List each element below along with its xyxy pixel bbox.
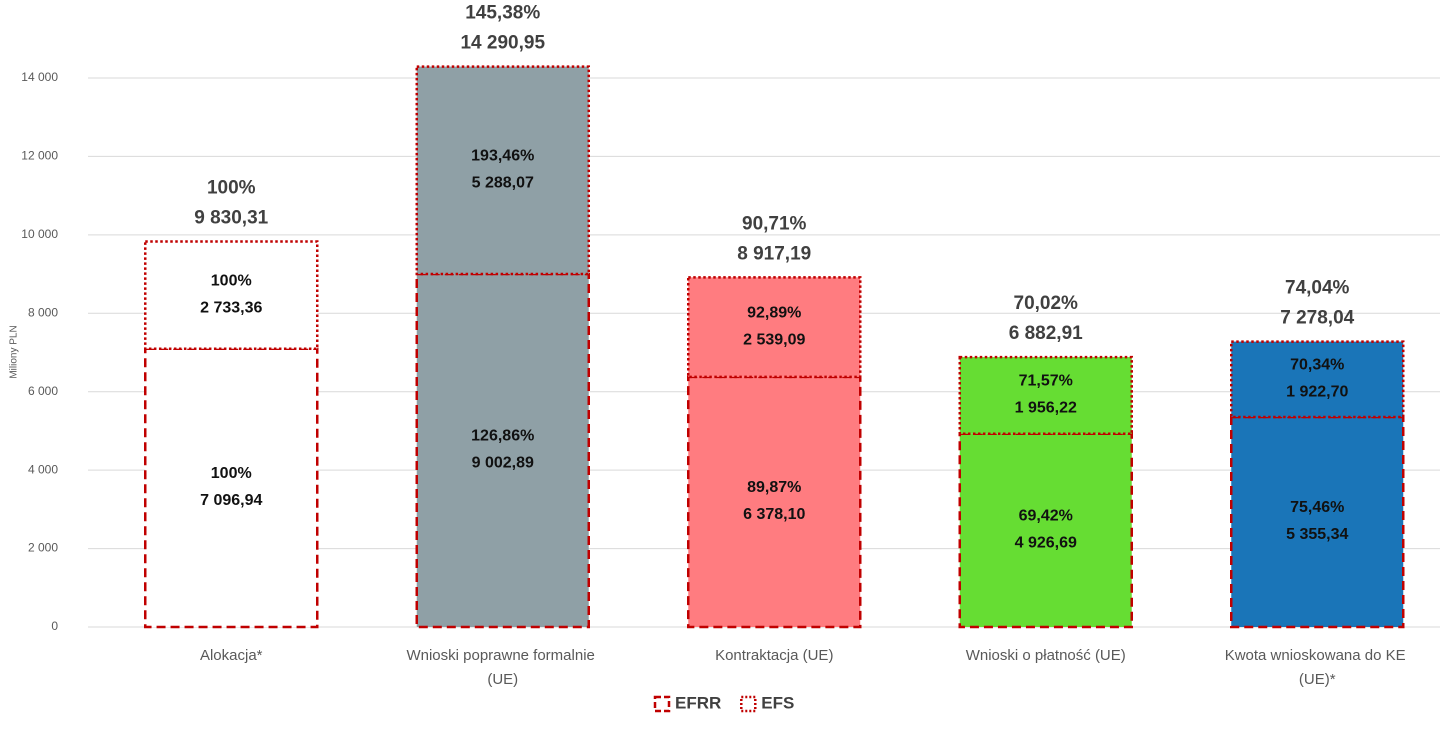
legend-swatch <box>740 695 757 713</box>
bar-segment <box>687 375 862 629</box>
segment-percent-label: 100% <box>211 465 252 482</box>
segment-value-label: 4 926,69 <box>1015 535 1077 552</box>
segment-percent-label: 92,89% <box>747 304 801 321</box>
segment-percent-label: 100% <box>211 272 252 289</box>
bar-segment <box>144 347 319 629</box>
segment-value-label: 6 378,10 <box>743 506 805 523</box>
total-percent-label: 100% <box>207 178 256 199</box>
y-tick-label: 0 <box>51 619 58 633</box>
bar-segment <box>415 65 590 276</box>
segment-value-label: 7 096,94 <box>200 492 262 509</box>
segment-percent-label: 71,57% <box>1019 373 1073 390</box>
total-value-label: 7 278,04 <box>1280 308 1354 329</box>
bar-segment <box>1230 340 1405 419</box>
total-percent-label: 145,38% <box>465 3 540 24</box>
total-percent-label: 70,02% <box>1014 293 1079 314</box>
segment-percent-label: 75,46% <box>1290 499 1344 516</box>
y-tick-label: 4 000 <box>28 462 58 476</box>
x-tick-label: Alokacja* <box>200 647 263 664</box>
y-tick-label: 14 000 <box>21 70 58 84</box>
y-tick-label: 6 000 <box>28 384 58 398</box>
total-value-label: 14 290,95 <box>460 33 545 54</box>
segment-percent-label: 193,46% <box>471 147 534 164</box>
bar-segment <box>1230 415 1405 629</box>
total-percent-label: 74,04% <box>1285 278 1350 299</box>
bar-segment <box>687 276 862 379</box>
legend-label: EFRR <box>675 693 721 712</box>
segment-value-label: 5 355,34 <box>1286 526 1348 543</box>
y-axis-label: Miliony PLN <box>9 325 20 378</box>
total-value-label: 6 882,91 <box>1009 323 1083 344</box>
segment-value-label: 5 288,07 <box>472 174 534 191</box>
segment-value-label: 9 002,89 <box>472 455 534 472</box>
total-value-label: 9 830,31 <box>194 208 268 229</box>
segment-value-label: 1 956,22 <box>1015 400 1077 417</box>
legend-label: EFS <box>761 693 794 712</box>
y-tick-label: 12 000 <box>21 149 58 163</box>
total-percent-label: 90,71% <box>742 213 807 234</box>
bar-segment <box>144 240 319 350</box>
segment-percent-label: 69,42% <box>1019 508 1073 525</box>
total-value-label: 8 917,19 <box>737 243 811 264</box>
y-tick-label: 8 000 <box>28 305 58 319</box>
segment-percent-label: 70,34% <box>1290 357 1344 374</box>
segment-value-label: 2 733,36 <box>200 299 262 316</box>
bar-segment <box>958 355 1133 436</box>
segment-value-label: 1 922,70 <box>1286 384 1348 401</box>
segment-percent-label: 89,87% <box>747 479 801 496</box>
x-tick-label: Wnioski o płatność (UE) <box>966 647 1126 664</box>
legend-swatch <box>653 695 671 713</box>
bar-segment <box>958 432 1133 629</box>
y-tick-label: 2 000 <box>28 541 58 555</box>
x-tick-label: Kontraktacja (UE) <box>715 647 833 664</box>
segment-value-label: 2 539,09 <box>743 331 805 348</box>
x-tick-label: Wnioski poprawne formalnie (UE) <box>406 647 599 688</box>
bar-segment <box>415 272 590 629</box>
y-tick-label: 10 000 <box>21 227 58 241</box>
segment-percent-label: 126,86% <box>471 428 534 445</box>
x-tick-label: Kwota wnioskowana do KE (UE)* <box>1225 647 1410 688</box>
